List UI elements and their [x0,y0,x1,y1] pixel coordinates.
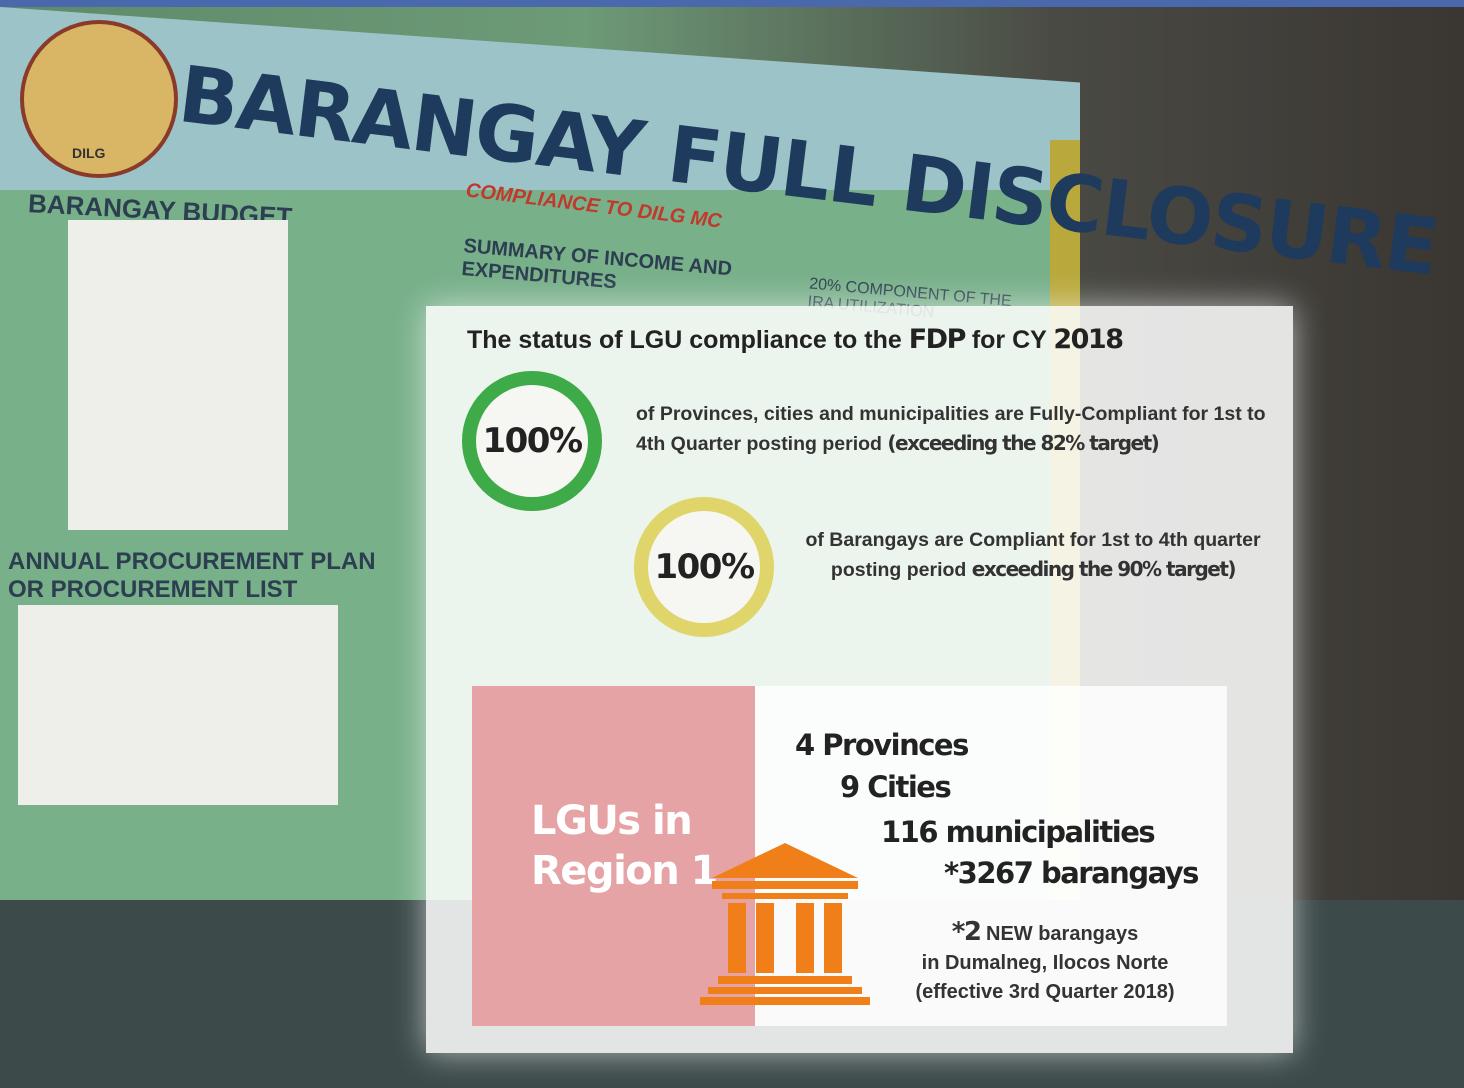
page: DILG BARANGAY FULL DISCLOSURE BOARD COMP… [0,0,1464,1088]
region-label-line: Region 1 [531,846,717,896]
note-number: 2 [964,917,981,947]
count: 9 Cities [840,770,950,804]
count: 4 Provinces [795,728,968,762]
title-text: The status of LGU compliance to the [467,326,909,354]
stat-text: of Barangays are Compliant for 1st to 4t… [778,526,1288,585]
title-emphasis: 2018 [1053,324,1122,355]
stat-value: 100% [654,547,753,587]
building-icon [700,841,870,1006]
paper [18,605,338,805]
top-bar [0,0,1464,7]
board-label: ANNUAL PROCUREMENT PLAN OR PROCUREMENT L… [8,548,388,604]
seal-text: DILG [72,145,105,161]
paper [68,220,288,530]
info-card: The status of LGU compliance to the FDP … [426,306,1293,1053]
stat-highlight: (exceeding the 82% target) [887,431,1158,455]
stat-highlight: exceeding the 90% target) [972,557,1235,581]
note: *2 NEW barangays in Dumalneg, Ilocos Nor… [892,918,1198,1007]
note-text: NEW barangays [980,923,1138,945]
title-text: for CY [965,326,1053,354]
count: 116 municipalities [881,815,1154,849]
note-prefix: * [952,917,964,947]
stat-value: 100% [482,421,581,461]
note-text: in Dumalneg, Ilocos Norte [892,949,1198,978]
stat-text: of Provinces, cities and municipalities … [636,400,1276,459]
card-title: The status of LGU compliance to the FDP … [467,324,1122,355]
region-label-line: LGUs in [531,796,717,846]
stat-ring: 100% [462,371,602,511]
note-text: (effective 3rd Quarter 2018) [892,978,1198,1007]
count: *3267 barangays [944,856,1198,890]
title-emphasis: FDP [909,324,965,355]
stat-ring: 100% [634,497,774,637]
